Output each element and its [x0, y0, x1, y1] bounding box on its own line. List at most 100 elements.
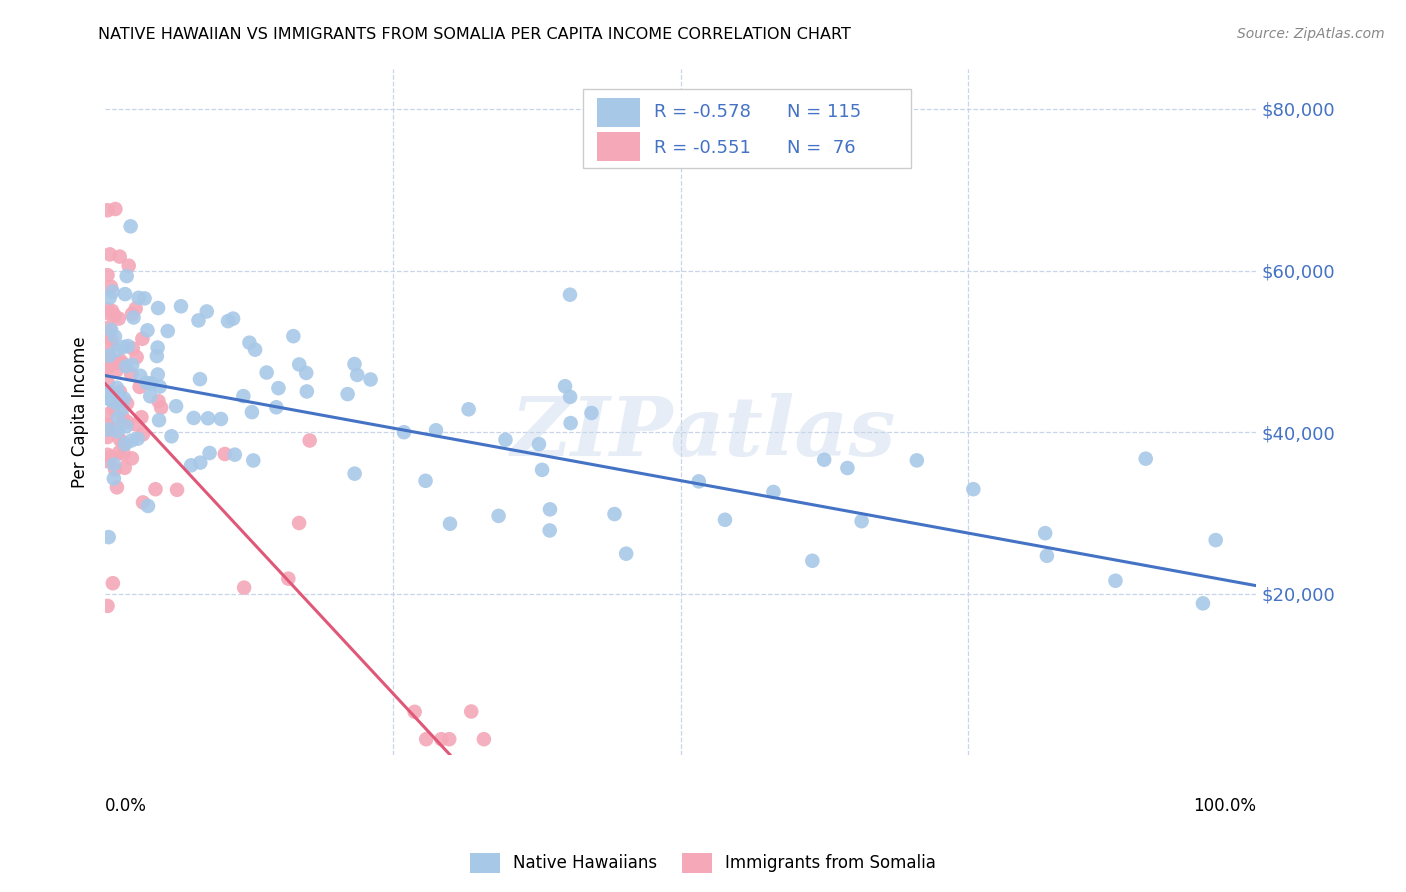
Point: [97, 384, 120, 399]
Point: [97, 448, 120, 462]
Point: [240, 405, 263, 419]
Point: [183, 411, 205, 425]
Point: [1135, 451, 1157, 466]
Point: [105, 480, 128, 494]
Point: [131, 410, 153, 425]
Point: [146, 301, 169, 315]
Point: [110, 353, 132, 368]
Point: [128, 291, 150, 305]
Point: [1205, 533, 1227, 547]
Point: [346, 368, 368, 382]
Point: [538, 524, 561, 538]
Point: [120, 367, 142, 381]
Point: [243, 343, 266, 357]
Point: [115, 268, 138, 283]
Point: [560, 416, 582, 430]
Point: [180, 458, 202, 473]
Text: R = -0.551: R = -0.551: [654, 138, 751, 156]
Point: [100, 279, 122, 293]
Point: [962, 482, 984, 496]
Point: [121, 342, 143, 356]
Point: [295, 366, 318, 380]
Point: [111, 410, 134, 425]
Point: [98, 247, 121, 261]
Point: [103, 421, 125, 435]
Point: [256, 366, 278, 380]
Point: [108, 384, 131, 399]
Point: [112, 436, 135, 450]
Point: [139, 376, 162, 391]
Point: [125, 301, 148, 316]
Point: [122, 310, 145, 325]
Point: [105, 363, 128, 377]
Text: 0.0%: 0.0%: [105, 797, 148, 814]
Point: [222, 311, 245, 326]
Point: [132, 495, 155, 509]
Point: [198, 446, 221, 460]
Point: [851, 514, 873, 528]
Point: [96, 423, 118, 437]
Point: [97, 417, 120, 432]
Point: [108, 389, 131, 403]
Point: [98, 348, 121, 362]
Point: [136, 323, 159, 337]
Point: [97, 384, 120, 399]
Point: [105, 381, 128, 395]
FancyBboxPatch shape: [583, 89, 911, 168]
Point: [103, 458, 125, 472]
Point: [96, 430, 118, 444]
Point: [527, 437, 550, 451]
Point: [97, 530, 120, 544]
Point: [114, 460, 136, 475]
Point: [107, 410, 129, 425]
Point: [288, 358, 311, 372]
Point: [392, 425, 415, 440]
Point: [472, 732, 495, 747]
Point: [120, 219, 142, 234]
Point: [128, 380, 150, 394]
Point: [104, 396, 127, 410]
Point: [96, 306, 118, 320]
Point: [107, 425, 129, 439]
Point: [101, 285, 124, 299]
Point: [135, 376, 157, 390]
Point: [1104, 574, 1126, 588]
Point: [121, 451, 143, 466]
Point: [134, 292, 156, 306]
Point: [558, 287, 581, 301]
Point: [233, 581, 256, 595]
Point: [439, 732, 461, 747]
Point: [118, 259, 141, 273]
Point: [277, 572, 299, 586]
Point: [538, 502, 561, 516]
Point: [150, 401, 173, 415]
Point: [115, 419, 138, 434]
Point: [224, 448, 246, 462]
Point: [98, 349, 121, 363]
Point: [105, 343, 128, 358]
Point: [415, 732, 437, 747]
Point: [581, 406, 603, 420]
Point: [762, 485, 785, 500]
Point: [97, 407, 120, 421]
Point: [714, 513, 737, 527]
Point: [125, 350, 148, 364]
Point: [495, 433, 517, 447]
Point: [188, 456, 211, 470]
Point: [105, 392, 128, 407]
Point: [603, 507, 626, 521]
Point: [145, 482, 167, 496]
Text: Source: ZipAtlas.com: Source: ZipAtlas.com: [1237, 27, 1385, 41]
Point: [131, 332, 153, 346]
Point: [115, 415, 138, 429]
Point: [108, 356, 131, 370]
Point: [104, 389, 127, 403]
Point: [97, 391, 120, 405]
Text: N = 115: N = 115: [786, 103, 860, 120]
Point: [97, 423, 120, 437]
Point: [488, 508, 510, 523]
Point: [415, 474, 437, 488]
Point: [156, 324, 179, 338]
Point: [404, 705, 426, 719]
Point: [266, 401, 288, 415]
